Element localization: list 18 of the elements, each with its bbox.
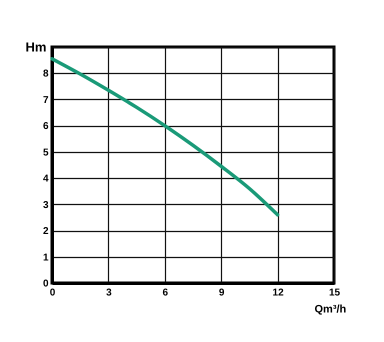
y-tick-label: 8	[42, 68, 49, 80]
x-tick-label: 0	[50, 288, 56, 298]
x-tick-label: 15	[328, 288, 340, 298]
y-tick-label: 3	[42, 200, 49, 211]
y-tick-label: 7	[42, 94, 49, 106]
y-tick-label: 0	[42, 278, 49, 290]
y-tick-label: 6	[42, 121, 49, 132]
y-tick-label: 2	[42, 226, 49, 238]
line-series	[50, 57, 280, 217]
x-tick-label: 6	[162, 288, 169, 298]
x-tick-label: 9	[218, 288, 225, 298]
y-tick-label: 5	[42, 147, 49, 158]
x-axis-title: Qm³/h	[314, 304, 347, 316]
y-tick-label: 1	[42, 252, 49, 264]
x-tick-label: 3	[106, 288, 112, 298]
y-tick-label: 4	[42, 174, 49, 185]
y-axis-title: Hm	[26, 40, 46, 54]
x-tick-label: 12	[272, 288, 284, 298]
